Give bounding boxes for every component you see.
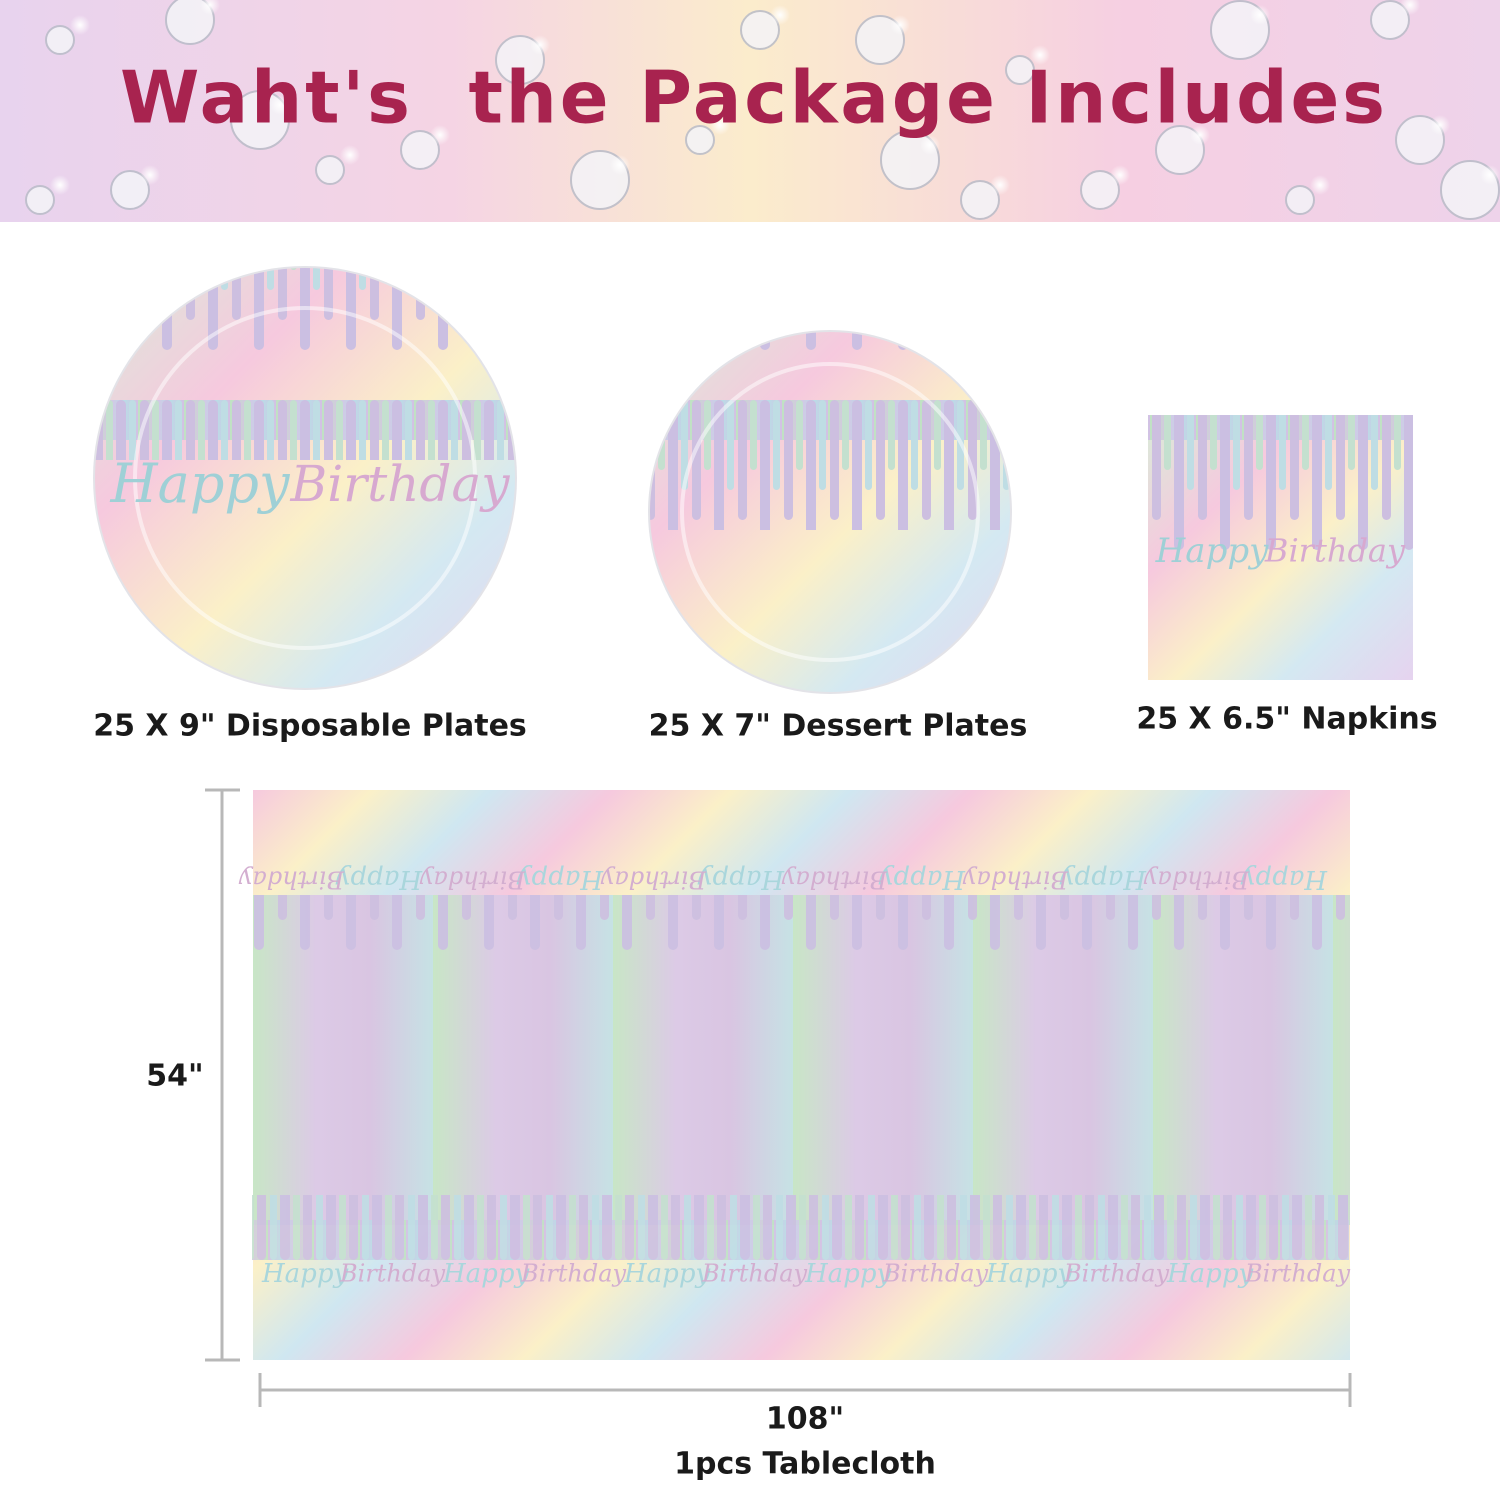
sparkle [140,165,160,185]
gem [315,155,345,185]
sparkle [1190,125,1210,145]
gem [110,170,150,210]
tablecloth-text: Happy [1241,864,1328,894]
tablecloth-text: Happy [517,864,604,894]
sparkle [990,175,1010,195]
gem [1285,185,1315,215]
sparkle [1430,115,1450,135]
gem [1005,55,1035,85]
gem [740,10,780,50]
napkin: Happy Birthday [1148,415,1413,680]
tablecloth-text: Happy [985,1259,1072,1289]
napkin-text: Happy [1155,531,1269,571]
sparkle [200,0,220,15]
width-label: 108" [766,1402,844,1437]
tablecloth-text: Happy [804,1259,891,1289]
sparkle [1110,165,1130,185]
item-label: 25 X 7" Dessert Plates [649,709,1028,744]
tablecloth-text: Happy [623,1259,710,1289]
tablecloth-text: Birthday [701,1260,808,1288]
gem [165,0,215,45]
tablecloth-label: 1pcs Tablecloth [674,1447,936,1482]
gem [400,130,440,170]
tablecloth-text: Birthday [419,866,526,894]
dimension-lines [205,788,1352,1407]
tablecloth-text: Happy [879,864,966,894]
sparkle [340,145,360,165]
tablecloth-text: Birthday [238,866,345,894]
page-title: Waht's the Package Includes [120,56,1385,140]
sparkle [770,5,790,25]
tablecloth-text: Happy [698,864,785,894]
tablecloth-text: Birthday [339,1260,446,1288]
tablecloth-text: Happy [336,864,423,894]
sparkle [610,155,630,175]
plate-text: Happy [110,452,291,515]
sparkle [1030,45,1050,65]
tablecloth-text: Birthday [882,1260,989,1288]
large-plate: Happy Birthday [93,266,517,690]
sparkle [70,15,90,35]
height-label: 54" [146,1059,203,1094]
sparkle [890,15,910,35]
dessert-plate [648,330,1012,694]
banner-gems [25,0,1500,220]
sparkle [710,115,730,135]
tablecloth-text: Happy [1060,864,1147,894]
tablecloth-text: Birthday [1063,1260,1170,1288]
tablecloth-text: Happy [442,1259,529,1289]
gem [1080,170,1120,210]
napkin-text: Birthday [1264,532,1406,570]
sparkle [50,175,70,195]
tablecloth-text: Birthday [781,866,888,894]
tablecloth-text: Happy [261,1259,348,1289]
tablecloth-text: Birthday [520,1260,627,1288]
sparkle [1400,0,1420,15]
gem [685,125,715,155]
gem [1370,0,1410,40]
gem [45,25,75,55]
sparkle [270,95,290,115]
sparkle [1250,5,1270,25]
tablecloth-text: Birthday [962,866,1069,894]
sparkle [1310,175,1330,195]
tablecloth-text: Birthday [1244,1260,1351,1288]
item-label: 25 X 6.5" Napkins [1136,702,1437,737]
gem [960,180,1000,220]
plate-text: Birthday [290,455,511,513]
tablecloth: HappyBirthdayHappyBirthdayHappyBirthdayH… [238,790,1351,1360]
sparkle [430,125,450,145]
sparkle [1480,165,1500,185]
tablecloth-text: Birthday [600,866,707,894]
sparkle [920,135,940,155]
item-label: 25 X 9" Disposable Plates [93,709,527,744]
gem [25,185,55,215]
sparkle [530,35,550,55]
tablecloth-text: Happy [1166,1259,1253,1289]
tablecloth-text: Birthday [1143,866,1250,894]
